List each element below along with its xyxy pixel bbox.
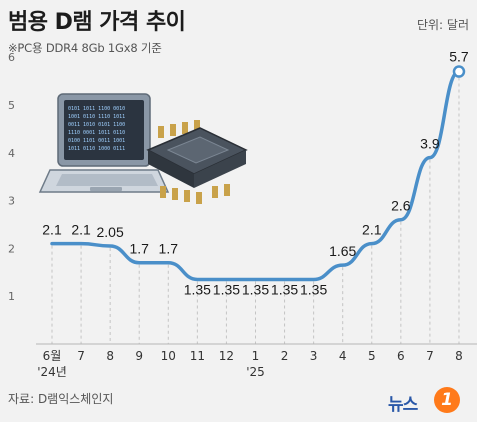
x-tick-label: 1	[252, 349, 260, 363]
x-tick-label: 11	[190, 349, 205, 363]
news1-logo: 뉴스 1	[388, 386, 472, 416]
unit-label: 단위: 달러	[416, 18, 469, 32]
data-label: 2.1	[42, 222, 62, 238]
y-tick-label: 3	[8, 195, 15, 208]
svg-text:0011 1010 0101 1100: 0011 1010 0101 1100	[68, 122, 125, 128]
x-tick-label: 2	[281, 349, 289, 363]
source-note: 자료: D램익스체인지	[8, 392, 114, 406]
x-year-label: '24년	[37, 365, 67, 379]
x-year-label: '25	[246, 365, 265, 379]
x-tick-label: 6월	[43, 349, 62, 363]
x-tick-label: 12	[219, 349, 234, 363]
x-tick-label: 8	[106, 349, 114, 363]
svg-text:0100 1101 0011 1001: 0100 1101 0011 1001	[68, 138, 125, 144]
data-label: 1.7	[129, 241, 149, 257]
x-tick-label: 4	[339, 349, 347, 363]
svg-text:0101 1011 1100 0010: 0101 1011 1100 0010	[68, 106, 125, 112]
x-tick-label: 9	[135, 349, 143, 363]
x-tick-label: 8	[455, 349, 463, 363]
value-labels: 2.1 2.1 2.051.7 1.71.35 1.35 1.35 1.35 1.351.65…	[42, 49, 469, 298]
y-tick-label: 4	[8, 147, 15, 160]
price-series	[50, 65, 466, 282]
x-tick-label: 6	[397, 349, 405, 363]
y-tick-label: 6	[8, 51, 15, 64]
data-label: 1.35	[242, 281, 269, 297]
svg-text:1011 0110 1000 0111: 1011 0110 1000 0111	[68, 146, 125, 152]
data-label: 1.65	[329, 243, 356, 259]
y-tick-label: 1	[8, 290, 15, 303]
data-label: 2.1	[362, 222, 382, 238]
svg-text:1001 0110 1110 1011: 1001 0110 1110 1011	[68, 114, 125, 120]
data-label: 2.05	[97, 224, 124, 240]
data-label: 3.9	[420, 136, 440, 152]
y-axis: 1 2 3 4 5 6	[8, 51, 15, 303]
data-label: 1.35	[300, 281, 327, 297]
series-line	[50, 69, 461, 282]
x-tick-label: 7	[426, 349, 434, 363]
y-tick-label: 5	[8, 99, 15, 112]
chart-subtitle: ※PC용 DDR4 8Gb 1Gx8 기준	[8, 41, 162, 55]
data-label: 1.35	[184, 281, 211, 297]
x-axis-labels: 6월 7 8 9 10 11 12 1 2 3 4 5 6 7 8'24년 '25	[37, 349, 463, 379]
x-tick-label: 3	[310, 349, 318, 363]
svg-text:1110 0001 1011 0110: 1110 0001 1011 0110	[68, 130, 125, 136]
x-tick-label: 10	[161, 349, 176, 363]
dashed-guides	[51, 77, 460, 344]
laptop-and-chip-icon: 0101 1011 1100 0010 1001 0110 1110 1011 …	[38, 93, 248, 204]
data-label: 2.6	[391, 198, 411, 214]
end-point-marker	[452, 65, 466, 78]
laptop-icon: 0101 1011 1100 0010 1001 0110 1110 1011 …	[38, 93, 170, 193]
logo-text: 뉴스	[388, 395, 418, 415]
x-tick-label: 5	[368, 349, 376, 363]
chart-title: 범용 D램 가격 추이	[8, 10, 186, 35]
data-label: 1.35	[271, 281, 298, 297]
logo-badge: 1	[434, 387, 460, 413]
data-label: 2.1	[71, 222, 91, 238]
y-tick-label: 2	[8, 242, 15, 255]
data-label: 1.35	[213, 281, 240, 297]
data-label: 5.7	[449, 49, 469, 65]
chip-icon	[146, 120, 248, 204]
data-label: 1.7	[159, 241, 179, 257]
x-tick-label: 7	[77, 349, 85, 363]
